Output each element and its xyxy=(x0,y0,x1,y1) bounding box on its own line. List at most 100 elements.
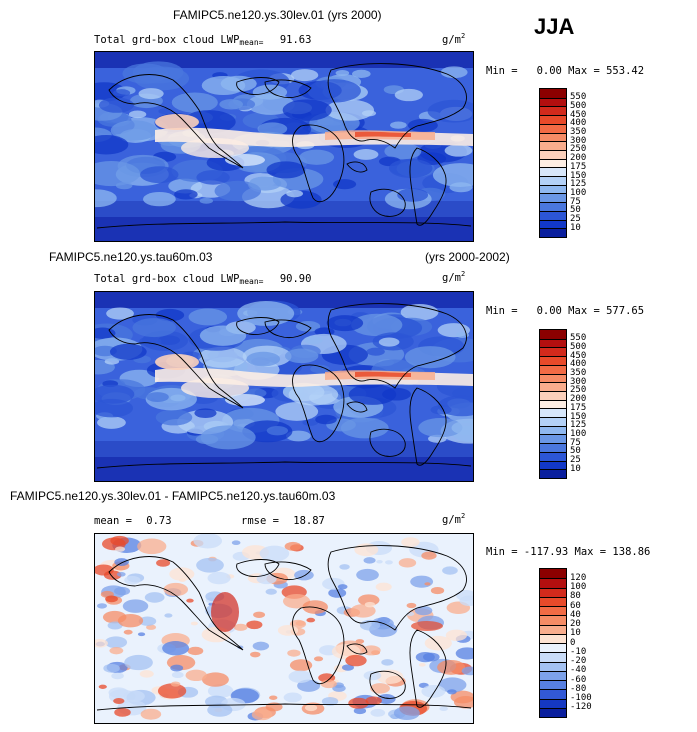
colorbar-box xyxy=(540,184,566,194)
panel1-min-max: Min = 0.00 Max = 553.42 xyxy=(486,65,645,77)
colorbar-box xyxy=(540,193,566,203)
colorbar-tick-label: -120 xyxy=(570,702,592,713)
panel2-colorbar: 550 500 450 400 350 300 250 200 175 150 125 100 75 50… xyxy=(539,329,586,479)
coastline-outline xyxy=(96,63,472,229)
colorbar-box xyxy=(540,643,566,653)
colorbar-box xyxy=(540,587,566,597)
panel3-rmse-value: 18.87 xyxy=(293,515,325,527)
colorbar-box xyxy=(540,399,566,409)
colorbar-tick-label: 300 xyxy=(570,376,587,387)
colorbar-box xyxy=(540,661,566,671)
colorbar-tick-label: 400 xyxy=(570,118,587,129)
panel3-mean-value: 0.73 xyxy=(146,515,172,527)
panel3-map-svg xyxy=(95,534,473,723)
colorbar-box xyxy=(540,417,566,426)
colorbar-tick-label: 10 xyxy=(570,628,581,639)
colorbar-tick-label: 550 xyxy=(570,333,587,344)
colorbar-box xyxy=(540,219,566,229)
coastline-outline xyxy=(96,303,472,469)
colorbar-tick-label: 350 xyxy=(570,368,587,379)
colorbar-tick-label: 150 xyxy=(570,170,587,181)
colorbar-box xyxy=(540,167,566,177)
colorbar-tick-label: -10 xyxy=(570,646,587,657)
colorbar-box xyxy=(540,670,566,680)
colorbar-box xyxy=(540,443,566,452)
colorbar-tick-label: 500 xyxy=(570,341,587,352)
colorbar-box xyxy=(540,115,566,124)
colorbar-tick-label: 200 xyxy=(570,394,587,405)
colorbar-tick-label: 120 xyxy=(570,572,587,583)
colorbar-box xyxy=(540,106,566,116)
panel2-field-label: Total grd-box cloud LWPmean= 90.90 xyxy=(94,273,311,286)
panel1-mean-label: mean= xyxy=(239,38,264,47)
colorbar-box xyxy=(540,606,566,616)
colorbar-tick-label: 500 xyxy=(570,100,587,111)
colorbar-tick-label: 20 xyxy=(570,619,581,629)
panel3-map xyxy=(94,533,474,724)
colorbar-box xyxy=(540,123,566,133)
panel1-mean-value: 91.63 xyxy=(279,34,312,46)
colorbar-tick-label: -40 xyxy=(570,665,587,676)
colorbar-box xyxy=(540,569,566,579)
colorbar-box xyxy=(540,707,566,717)
colorbar-box xyxy=(540,364,566,374)
colorbar-box xyxy=(540,89,566,98)
colorbar-tick-label: 250 xyxy=(570,144,587,155)
colorbar-box xyxy=(540,132,566,142)
colorbar-tick-label: 50 xyxy=(570,446,581,457)
panel3-units: g/m2 xyxy=(442,512,466,526)
colorbar-box xyxy=(540,469,566,478)
panel1-map-svg xyxy=(95,52,473,241)
colorbar-tick-label: 40 xyxy=(570,609,581,620)
colorbar-tick-label: 10 xyxy=(570,463,581,474)
colorbar-tick-label: -20 xyxy=(570,656,587,666)
colorbar-tick-label: 80 xyxy=(570,591,581,602)
colorbar-box xyxy=(540,356,566,365)
colorbar-box xyxy=(540,149,566,159)
panel2-mean-label: mean= xyxy=(239,277,264,286)
colorbar-tick-label: 450 xyxy=(570,109,587,120)
panel2-min-max: Min = 0.00 Max = 577.65 xyxy=(486,305,645,317)
panel2-map xyxy=(94,291,474,482)
colorbar-tick-label: 10 xyxy=(570,222,581,233)
panel2-title: FAMIPC5.ne120.ys.tau60m.03 xyxy=(49,250,213,264)
colorbar-box xyxy=(540,176,566,185)
colorbar-tick-label: 400 xyxy=(570,359,587,370)
panel2-years: (yrs 2000-2002) xyxy=(425,250,510,264)
colorbar-tick-label: 75 xyxy=(570,437,581,448)
colorbar-box xyxy=(540,425,566,435)
colorbar-tick-label: 200 xyxy=(570,153,587,164)
colorbar-box xyxy=(540,141,566,150)
panel3-rmse: rmse = 18.87 xyxy=(241,515,325,527)
colorbar-box xyxy=(540,202,566,211)
panel2-units: g/m2 xyxy=(442,270,466,284)
colorbar-tick-label: 75 xyxy=(570,196,581,207)
colorbar-tick-label: 25 xyxy=(570,455,581,466)
colorbar-tick-label: 60 xyxy=(570,600,581,611)
panel1-map xyxy=(94,51,474,242)
panel3-title: FAMIPC5.ne120.ys.30lev.01 - FAMIPC5.ne12… xyxy=(10,489,336,503)
panel2-field-name: Total grd-box cloud LWP xyxy=(94,273,240,285)
season-label: JJA xyxy=(534,14,575,39)
colorbar-box xyxy=(540,680,566,690)
colorbar-box xyxy=(540,451,566,461)
colorbar-tick-label: 250 xyxy=(570,385,587,396)
colorbar-tick-label: 50 xyxy=(570,205,581,216)
colorbar-box xyxy=(540,460,566,470)
panel1-field-name: Total grd-box cloud LWP xyxy=(94,34,240,46)
colorbar-tick-label: -80 xyxy=(570,683,587,694)
colorbar-tick-label: 125 xyxy=(570,420,587,431)
colorbar-box xyxy=(540,158,566,168)
panel3-stats: mean = 0.73 xyxy=(94,515,172,527)
panel3-mean-label: mean = xyxy=(94,515,132,527)
colorbar-tick-label: 100 xyxy=(570,428,587,439)
colorbar-tick-label: 25 xyxy=(570,214,581,225)
panel1-title: FAMIPC5.ne120.ys.30lev.01 (yrs 2000) xyxy=(173,8,382,22)
panel2-map-svg xyxy=(95,292,473,481)
colorbar-box xyxy=(540,408,566,418)
colorbar-box xyxy=(540,228,566,237)
colorbar-tick-label: -60 xyxy=(570,674,587,685)
colorbar-tick-label: 300 xyxy=(570,135,587,146)
colorbar-box xyxy=(540,633,566,643)
colorbar-box xyxy=(540,382,566,391)
